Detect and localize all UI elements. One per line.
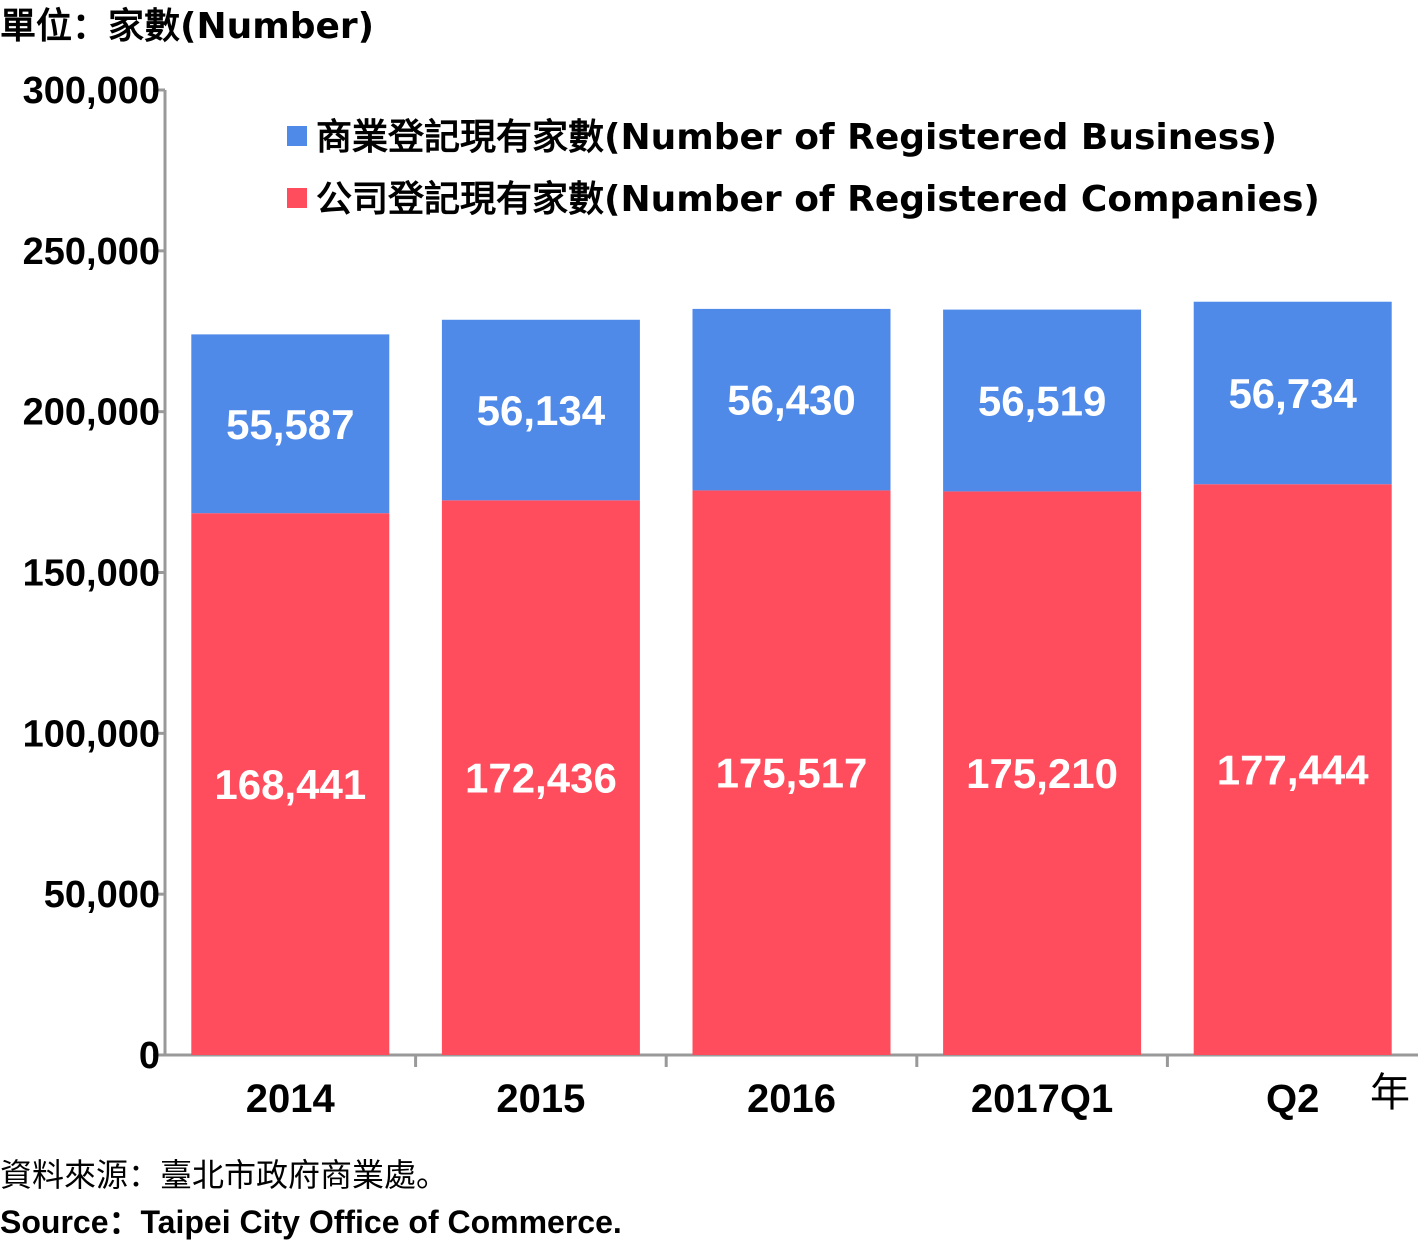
y-tick-label: 50,000 <box>44 874 160 916</box>
bar-business <box>943 309 1142 492</box>
legend-swatch <box>287 126 307 146</box>
unit-label: 單位：家數(Number) <box>0 6 374 47</box>
x-tick-label: Q2 <box>1266 1077 1319 1121</box>
x-tick-label: 2015 <box>496 1077 585 1121</box>
legend-label: 公司登記現有家數(Number of Registered Companies) <box>316 179 1320 220</box>
y-tick-label: 0 <box>139 1035 160 1077</box>
x-tick-label: 2017Q1 <box>971 1077 1113 1121</box>
y-tick-label: 100,000 <box>23 713 160 755</box>
bars: 168,441 55,587 172,436 56,134 175,517 56,430 1… <box>191 301 1392 1056</box>
data-label: 56,734 <box>1228 370 1357 417</box>
data-label: 168,441 <box>214 761 366 808</box>
bar-companies <box>441 500 640 1055</box>
data-label: 56,134 <box>477 387 606 434</box>
legend-label: 商業登記現有家數(Number of Registered Business) <box>316 117 1277 158</box>
bar-companies <box>1193 484 1392 1055</box>
bar-companies <box>943 491 1142 1055</box>
data-label: 175,210 <box>966 750 1118 797</box>
bar-business <box>191 334 390 514</box>
data-label: 172,436 <box>465 755 617 802</box>
bar-companies <box>191 513 390 1055</box>
source-en: Source：Taipei City Office of Commerce. <box>0 1204 622 1240</box>
x-axis-suffix: 年 <box>1370 1070 1410 1116</box>
bar-business <box>692 308 891 491</box>
data-label: 56,430 <box>727 377 855 424</box>
legend: 商業登記現有家數(Number of Registered Business) 公… <box>287 117 1320 220</box>
legend-swatch <box>287 188 307 208</box>
y-tick-label: 150,000 <box>23 553 160 595</box>
y-tick-label: 300,000 <box>23 70 160 112</box>
data-label: 177,444 <box>1217 747 1369 794</box>
data-label: 55,587 <box>226 401 354 448</box>
data-label: 56,519 <box>978 378 1106 425</box>
bar-companies <box>692 490 891 1056</box>
bar-business <box>1193 301 1392 485</box>
y-tick-label: 250,000 <box>23 231 160 273</box>
source-zh: 資料來源：臺北市政府商業處。 <box>0 1156 448 1194</box>
y-tick-label: 200,000 <box>23 392 160 434</box>
bar-business <box>441 319 640 501</box>
x-tick-label: 2016 <box>747 1077 836 1121</box>
axes: 0 50,000 100,000 150,000 200,000 250,000 300,0… <box>23 70 1418 1121</box>
x-tick-label: 2014 <box>246 1077 336 1121</box>
data-label: 175,517 <box>716 750 868 797</box>
